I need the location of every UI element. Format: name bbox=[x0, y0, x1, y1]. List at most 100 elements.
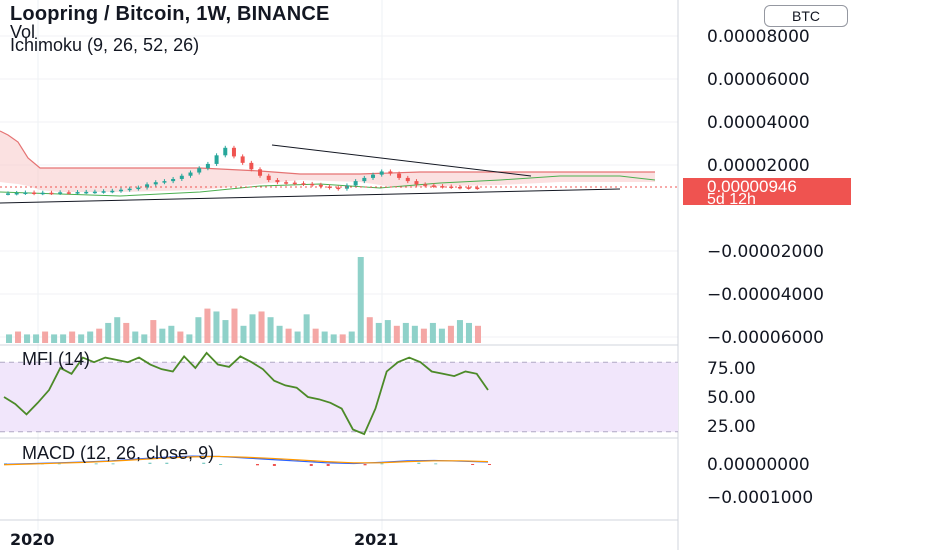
y-tick-label: 75.00 bbox=[707, 359, 756, 379]
volume-bar bbox=[96, 328, 103, 343]
candle-body bbox=[431, 185, 436, 187]
candle-body bbox=[405, 177, 410, 182]
volume-bar bbox=[357, 257, 364, 343]
bar-countdown: 5d 12h bbox=[707, 191, 756, 208]
volume-bar bbox=[150, 320, 157, 343]
volume-bar bbox=[348, 331, 355, 343]
trendlines bbox=[0, 144, 678, 204]
candle-body bbox=[23, 192, 28, 195]
candle-body bbox=[266, 175, 271, 181]
candle-body bbox=[284, 182, 289, 184]
candle-body bbox=[301, 183, 306, 185]
macd-label: MACD (12, 26, close, 9) bbox=[22, 443, 215, 463]
candle-body bbox=[414, 181, 419, 185]
volume-bar bbox=[33, 334, 40, 343]
macd-histogram-bar bbox=[309, 464, 313, 466]
candle-body bbox=[336, 187, 341, 190]
volume-bar bbox=[366, 317, 373, 343]
macd-histogram-bar bbox=[272, 464, 276, 466]
volume-bar bbox=[168, 325, 175, 343]
candle-body bbox=[231, 147, 236, 157]
macd-histogram-bar bbox=[148, 462, 152, 464]
volume-bar bbox=[69, 331, 76, 343]
candle-body bbox=[118, 189, 123, 192]
candle-body bbox=[327, 186, 332, 188]
ichimoku-legend: Ichimoku (9, 26, 52, 26) bbox=[10, 35, 200, 55]
x-tick-label: 2020 bbox=[10, 530, 55, 549]
candle-body bbox=[440, 186, 445, 188]
macd-histogram-bar bbox=[165, 462, 169, 464]
y-axis[interactable]: 0.00008000 0.00006000 0.00004000 0.00002000… bbox=[707, 27, 824, 508]
candle-body bbox=[110, 190, 115, 193]
candle-body bbox=[179, 175, 184, 179]
candle-body bbox=[457, 186, 462, 189]
y-tick-label: 0.00008000 bbox=[707, 27, 810, 47]
volume-bar bbox=[132, 331, 139, 343]
candle-body bbox=[49, 192, 54, 195]
y-tick-label: 0.00006000 bbox=[707, 70, 810, 90]
candle-body bbox=[214, 155, 219, 164]
y-tick-label: −0.00004000 bbox=[707, 285, 824, 305]
candle-body bbox=[240, 156, 245, 163]
volume-bar bbox=[231, 308, 238, 343]
mfi-label: MFI (14) bbox=[22, 349, 91, 369]
currency-badge[interactable]: BTC bbox=[764, 5, 848, 27]
macd-histogram-bar bbox=[417, 462, 421, 464]
volume-bar bbox=[60, 334, 67, 343]
volume-bar bbox=[87, 331, 94, 343]
cloud-fill bbox=[0, 131, 655, 192]
candle-body bbox=[171, 178, 176, 182]
candle-body bbox=[188, 172, 193, 176]
candle-body bbox=[75, 192, 80, 194]
volume-bar bbox=[222, 320, 229, 343]
volume-bar bbox=[438, 328, 445, 343]
candle-body bbox=[249, 162, 254, 170]
grid-lines bbox=[0, 0, 679, 550]
volume-bar bbox=[402, 322, 409, 343]
macd-histogram-bar bbox=[94, 463, 98, 465]
volume-bar bbox=[213, 311, 220, 343]
volume-bar bbox=[411, 325, 418, 343]
candle-body bbox=[136, 187, 141, 190]
candle-body bbox=[362, 177, 367, 182]
volume-bar bbox=[42, 331, 49, 343]
volume-bar bbox=[78, 334, 85, 343]
volume-bar bbox=[321, 331, 328, 343]
candle-body bbox=[466, 187, 471, 189]
macd-histogram-bar bbox=[326, 464, 330, 466]
chart-title: Loopring / Bitcoin, 1W, BINANCE bbox=[10, 3, 330, 25]
macd-histogram-bar bbox=[256, 464, 259, 466]
volume-bars bbox=[6, 257, 481, 343]
candle-body bbox=[292, 182, 297, 185]
volume-bar bbox=[258, 311, 265, 343]
candle-body bbox=[127, 188, 132, 191]
last-price-label: 0.00000946 5d 12h bbox=[683, 177, 851, 208]
volume-bar bbox=[141, 334, 148, 343]
y-tick-label: −0.0001000 bbox=[707, 488, 813, 508]
volume-bar bbox=[204, 308, 211, 343]
volume-bar bbox=[339, 334, 346, 343]
candle-body bbox=[205, 163, 210, 169]
volume-bar bbox=[456, 320, 463, 343]
candle-body bbox=[32, 192, 37, 195]
volume-bar bbox=[285, 328, 292, 343]
x-axis[interactable]: 2020 2021 bbox=[10, 530, 399, 549]
candle-body bbox=[14, 192, 19, 195]
mfi-band bbox=[0, 362, 678, 432]
y-tick-label: 50.00 bbox=[707, 388, 756, 408]
macd-histogram-bar bbox=[434, 463, 438, 465]
candle-body bbox=[423, 184, 428, 186]
candle-body bbox=[379, 171, 384, 175]
volume-bar bbox=[249, 314, 256, 343]
volume-bar bbox=[159, 328, 166, 343]
volume-bar bbox=[123, 322, 130, 343]
candle-body bbox=[318, 184, 323, 187]
y-tick-label: 0.00000000 bbox=[707, 455, 810, 475]
volume-bar bbox=[195, 317, 202, 343]
volume-bar bbox=[447, 325, 454, 343]
signal-line bbox=[3, 455, 489, 466]
lower-trendline bbox=[0, 188, 621, 204]
candle-body bbox=[66, 192, 71, 194]
macd-histogram-bar bbox=[363, 464, 367, 466]
